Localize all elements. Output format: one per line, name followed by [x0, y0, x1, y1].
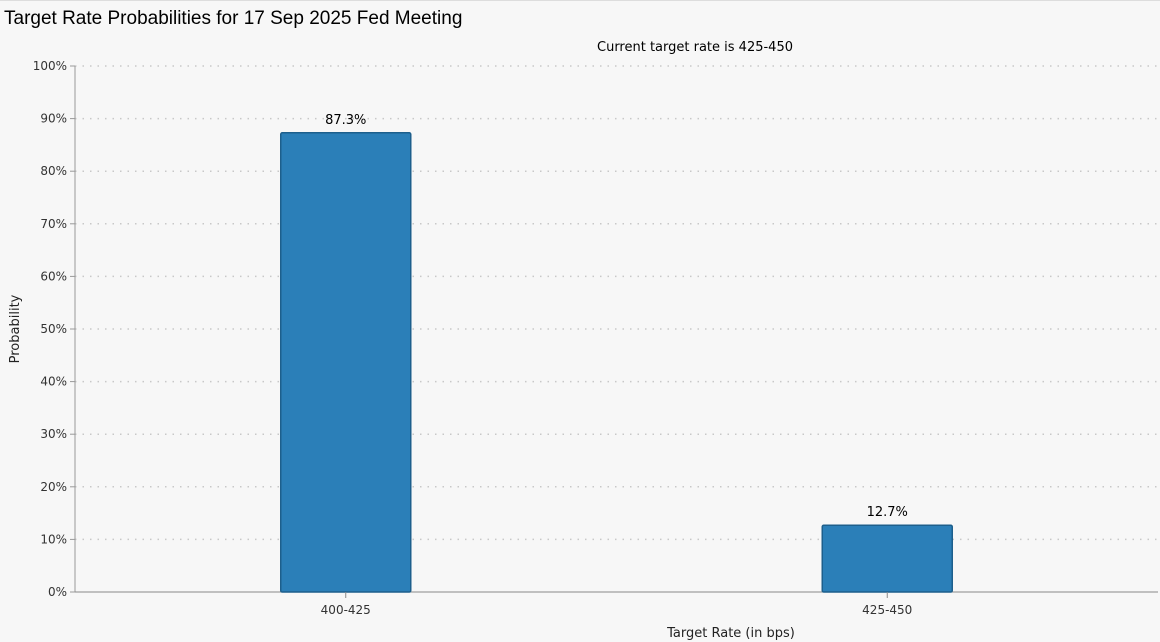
gridlines [75, 65, 1158, 541]
y-tick-label: 70% [40, 217, 67, 231]
bars: 87.3% 12.7% [280, 113, 953, 593]
y-tick-label: 60% [40, 269, 67, 283]
bar-425-450[interactable] [821, 524, 953, 593]
bar-400-425[interactable] [280, 132, 412, 593]
y-tick-label: 20% [40, 480, 67, 494]
chart-subtitle: Current target rate is 425-450 [597, 40, 793, 55]
y-tick-label: 0% [48, 585, 67, 599]
y-tick-label: 10% [40, 532, 67, 546]
x-tick-label: 425-450 [862, 603, 912, 617]
data-label: 12.7% [867, 505, 908, 520]
y-tick-label: 50% [40, 322, 67, 336]
data-label: 87.3% [325, 113, 366, 128]
y-axis-title: Probability [8, 294, 23, 363]
x-tick-labels: 400-425 425-450 [321, 592, 912, 617]
y-tick-label: 90% [40, 112, 67, 126]
y-tick-label: 100% [33, 59, 67, 73]
y-tick-label: 30% [40, 427, 67, 441]
top-border [0, 0, 1160, 1]
page-title: Target Rate Probabilities for 17 Sep 202… [4, 8, 463, 29]
x-tick-label: 400-425 [321, 603, 371, 617]
y-tick-labels: 0% 10% 20% 30% 40% 50% 60% 70% 80% 90% 100% [33, 59, 75, 599]
y-tick-label: 80% [40, 164, 67, 178]
x-axis-title: Target Rate (in bps) [666, 626, 795, 641]
y-tick-label: 40% [40, 375, 67, 389]
